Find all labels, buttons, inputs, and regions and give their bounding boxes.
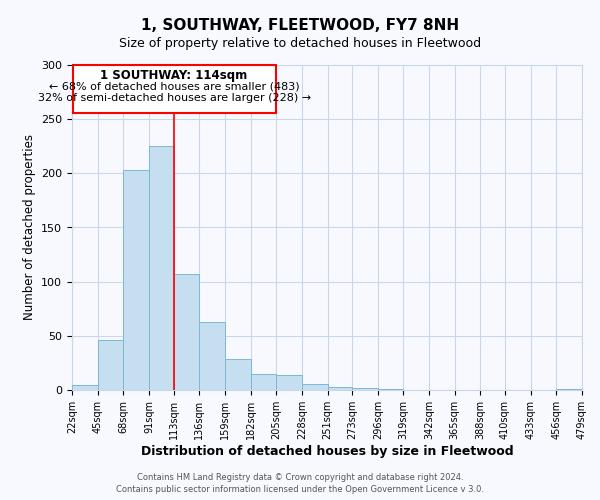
FancyBboxPatch shape [73, 65, 275, 112]
Bar [378, 389, 403, 390]
Bar [225, 358, 251, 390]
Text: Contains HM Land Registry data © Crown copyright and database right 2024.: Contains HM Land Registry data © Crown c… [137, 472, 463, 482]
Text: Contains public sector information licensed under the Open Government Licence v : Contains public sector information licen… [116, 485, 484, 494]
Bar [173, 274, 199, 390]
Bar [98, 340, 124, 390]
X-axis label: Distribution of detached houses by size in Fleetwood: Distribution of detached houses by size … [140, 444, 514, 458]
Bar [328, 387, 352, 390]
Bar [124, 170, 149, 390]
Bar [276, 375, 302, 390]
Bar [302, 384, 328, 390]
Bar [72, 384, 98, 390]
Text: ← 68% of detached houses are smaller (483): ← 68% of detached houses are smaller (48… [49, 81, 299, 91]
Text: 32% of semi-detached houses are larger (228) →: 32% of semi-detached houses are larger (… [38, 93, 311, 103]
Bar [149, 146, 173, 390]
Bar [251, 374, 276, 390]
Bar [556, 389, 582, 390]
Text: Size of property relative to detached houses in Fleetwood: Size of property relative to detached ho… [119, 38, 481, 51]
Bar [199, 322, 225, 390]
Y-axis label: Number of detached properties: Number of detached properties [23, 134, 35, 320]
Bar [352, 388, 378, 390]
Text: 1, SOUTHWAY, FLEETWOOD, FY7 8NH: 1, SOUTHWAY, FLEETWOOD, FY7 8NH [141, 18, 459, 32]
Text: 1 SOUTHWAY: 114sqm: 1 SOUTHWAY: 114sqm [100, 70, 248, 82]
